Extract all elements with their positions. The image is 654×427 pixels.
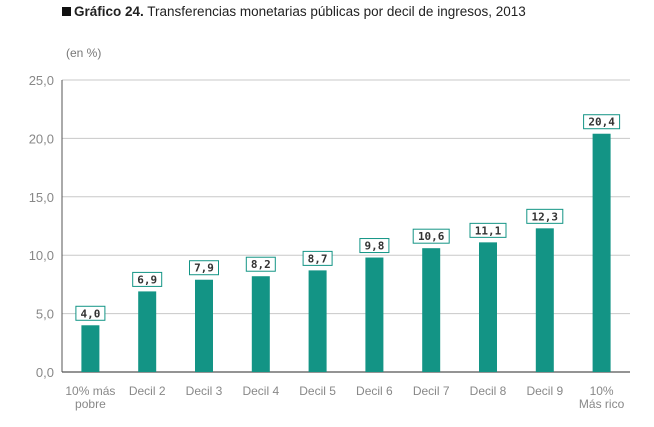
bar [195, 279, 213, 372]
x-tick-label: Decil 9 [526, 384, 563, 398]
data-label-box [189, 260, 219, 276]
y-tick-label: 5,0 [36, 307, 54, 322]
title-prefix: Gráfico 24. [74, 4, 144, 19]
bar [592, 133, 611, 372]
x-tick-label: Decil 7 [413, 384, 450, 398]
x-tick-label: Decil 5 [299, 384, 336, 398]
data-label-box [359, 238, 390, 254]
data-label-box [302, 250, 333, 266]
data-label: 8,2 [251, 258, 271, 271]
x-tick-label: Decil 8 [470, 384, 507, 398]
title-square-icon [62, 7, 71, 16]
data-label-box [245, 256, 276, 272]
data-label: 11,1 [475, 224, 502, 237]
data-label: 12,3 [532, 210, 559, 223]
unit-label: (en %) [66, 46, 102, 60]
y-tick-label: 15,0 [29, 190, 54, 205]
data-label-box [526, 208, 564, 224]
data-label-box [583, 114, 621, 130]
data-label: 7,9 [194, 262, 214, 275]
y-tick-label: 0,0 [36, 365, 54, 380]
data-label: 10,6 [418, 230, 445, 243]
data-label: 8,7 [308, 252, 328, 265]
y-tick-label: 25,0 [29, 73, 54, 88]
data-label: 20,4 [588, 116, 615, 129]
bar [308, 270, 327, 372]
x-tick-label: 10% más pobre [65, 384, 115, 411]
data-label: 4,0 [80, 307, 100, 320]
data-label-box [132, 271, 163, 287]
data-label-box [75, 305, 106, 321]
data-label-box [469, 222, 507, 238]
bar [138, 291, 157, 372]
data-label: 6,9 [137, 273, 157, 286]
bar [535, 228, 554, 372]
x-tick-label: Decil 4 [242, 384, 279, 398]
title-text: Transferencias monetarias públicas por d… [147, 4, 526, 19]
x-tick-label: Decil 6 [356, 384, 393, 398]
y-tick-label: 10,0 [29, 248, 54, 263]
bar [422, 248, 441, 372]
x-tick-label: 10% Más rico [579, 384, 625, 411]
data-label-box [412, 228, 450, 244]
chart-title: Gráfico 24. Transferencias monetarias pú… [62, 4, 526, 19]
bar [251, 276, 270, 372]
bar [81, 325, 100, 372]
bar [479, 242, 497, 372]
data-label: 9,8 [364, 240, 384, 253]
x-tick-label: Decil 2 [129, 384, 166, 398]
y-tick-label: 20,0 [29, 131, 54, 146]
x-tick-label: Decil 3 [186, 384, 223, 398]
bar [365, 257, 384, 372]
